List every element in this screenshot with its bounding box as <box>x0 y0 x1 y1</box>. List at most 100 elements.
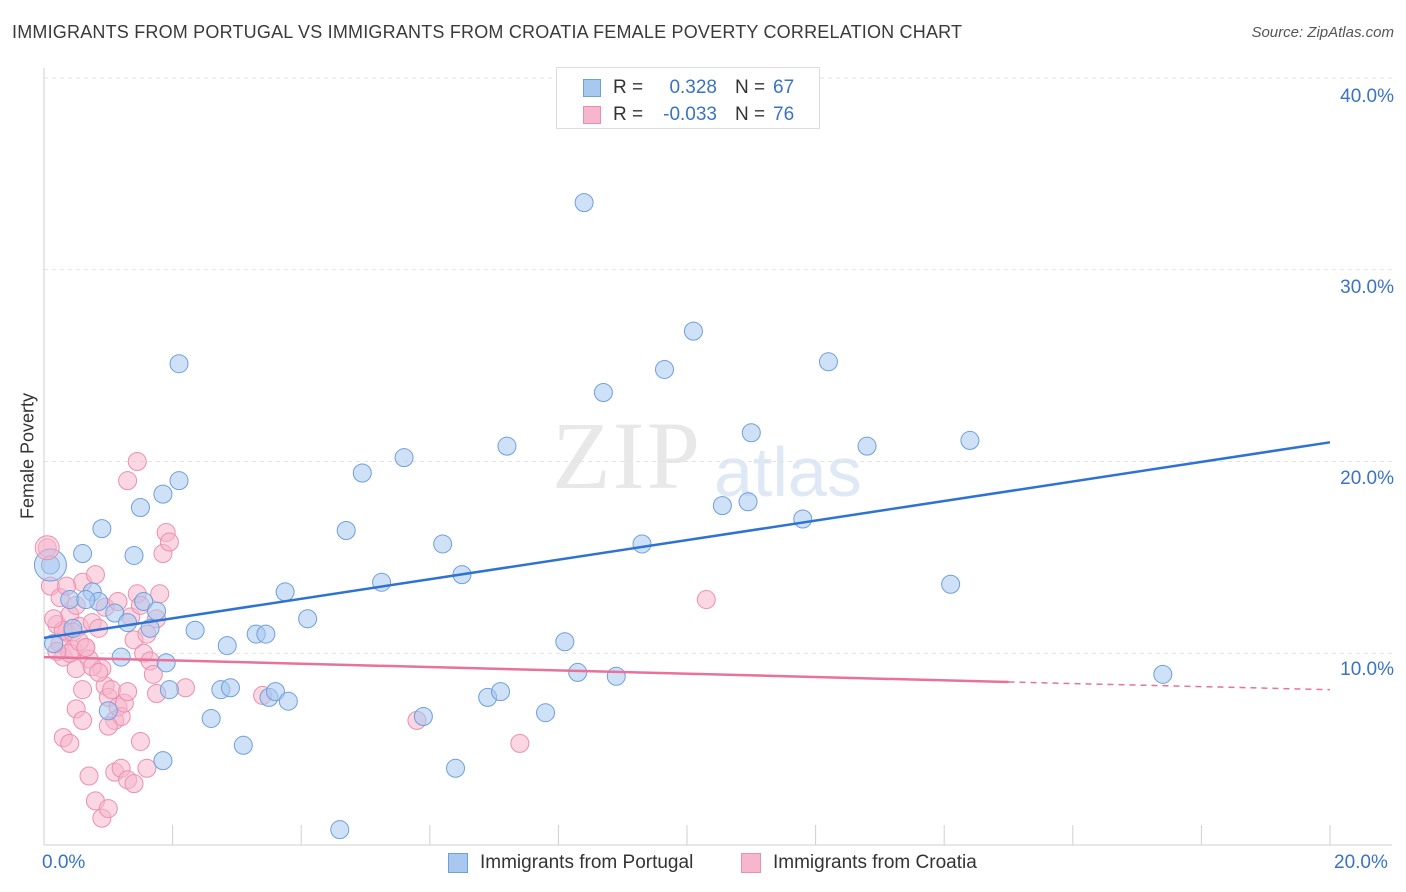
portugal-point <box>497 436 517 456</box>
portugal-point <box>76 590 96 610</box>
croatia-point <box>127 452 147 471</box>
portugal-point <box>793 509 813 529</box>
croatia-point <box>73 680 93 700</box>
legend-n-label: N = <box>735 104 766 125</box>
portugal-point <box>124 545 144 565</box>
y-tick-label-10: 10.0% <box>1340 659 1394 680</box>
portugal-legend-swatch <box>448 853 468 873</box>
portugal-point <box>275 582 295 602</box>
portugal-point <box>574 193 594 213</box>
portugal-point <box>105 603 125 623</box>
portugal-point <box>265 682 285 702</box>
y-axis-label: Female Poverty <box>17 392 38 520</box>
portugal-swatch <box>583 79 601 97</box>
portugal-point <box>683 321 703 341</box>
portugal-point <box>741 423 761 443</box>
portugal-trend-line <box>43 441 1331 640</box>
croatia-point <box>124 774 144 794</box>
croatia-point <box>150 584 170 604</box>
croatia-trend-line <box>43 655 1009 684</box>
croatia-point <box>76 637 96 657</box>
portugal-point <box>134 591 154 611</box>
portugal-point <box>169 354 189 374</box>
portugal-point <box>941 574 961 594</box>
portugal-point <box>153 751 173 771</box>
portugal-point <box>593 382 613 402</box>
portugal-point <box>118 613 138 633</box>
portugal-point <box>336 521 356 541</box>
croatia-point <box>159 532 179 552</box>
portugal-point <box>98 701 118 721</box>
croatia-point <box>79 766 99 786</box>
croatia-trend-line-dashed <box>1008 681 1331 691</box>
croatia-point <box>175 678 195 698</box>
croatia-point <box>89 662 109 682</box>
portugal-point <box>413 707 433 727</box>
portugal-point <box>92 519 112 539</box>
croatia-point <box>118 471 138 491</box>
portugal-point <box>147 601 167 621</box>
portugal-point <box>568 662 588 682</box>
croatia-point <box>696 590 716 610</box>
portugal-point <box>44 634 64 654</box>
portugal-point <box>278 691 298 711</box>
croatia-point <box>44 609 64 629</box>
croatia-point <box>118 682 138 702</box>
portugal-point <box>818 352 838 372</box>
portugal-point <box>201 708 221 728</box>
correlation-legend: R = 0.328 N = 67 R = -0.033 N = 76 <box>556 67 820 129</box>
portugal-point <box>632 534 652 554</box>
portugal-point <box>1153 664 1173 684</box>
legend-n-value: 76 <box>773 104 795 125</box>
x-tick-label-max: 20.0% <box>1334 852 1388 873</box>
portugal-legend-label: Immigrants from Portugal <box>480 852 694 873</box>
portugal-point <box>169 471 189 491</box>
croatia-point <box>60 733 80 753</box>
croatia-point <box>143 664 163 684</box>
source-label: Source: ZipAtlas.com <box>1251 24 1394 41</box>
portugal-point <box>857 436 877 456</box>
portugal-point <box>555 632 575 652</box>
y-tick-label-30: 30.0% <box>1340 277 1394 298</box>
portugal-point <box>159 680 179 700</box>
legend-r-value: 0.328 <box>669 77 717 98</box>
croatia-point <box>34 535 60 561</box>
croatia-point <box>102 680 122 700</box>
y-tick-label-40: 40.0% <box>1340 86 1394 107</box>
portugal-point <box>185 620 205 640</box>
croatia-point <box>73 710 93 730</box>
croatia-point <box>85 565 105 585</box>
portugal-point <box>712 496 732 516</box>
portugal-point <box>606 666 626 686</box>
portugal-point <box>217 636 237 656</box>
portugal-point <box>394 448 414 468</box>
portugal-point <box>130 498 150 518</box>
portugal-point <box>491 682 511 702</box>
x-tick-label-min: 0.0% <box>42 852 86 873</box>
legend-r-value: -0.033 <box>663 104 717 125</box>
portugal-point <box>536 703 556 723</box>
croatia-legend-label: Immigrants from Croatia <box>773 852 977 873</box>
legend-r-label: R = <box>613 104 644 125</box>
portugal-point <box>960 430 980 450</box>
croatia-legend-swatch <box>741 853 761 873</box>
portugal-point <box>298 609 318 629</box>
portugal-point <box>140 618 160 638</box>
portugal-point <box>156 653 176 673</box>
croatia-point <box>137 758 157 778</box>
portugal-point <box>352 463 372 483</box>
legend-n-value: 67 <box>773 77 795 98</box>
portugal-point <box>654 359 674 379</box>
portugal-point <box>111 647 131 667</box>
croatia-point <box>510 733 530 753</box>
portugal-point <box>446 758 466 778</box>
portugal-point <box>153 484 173 504</box>
portugal-point <box>330 820 350 840</box>
watermark-zip: ZIP <box>552 402 702 509</box>
portugal-point <box>433 534 453 554</box>
watermark-atlas: atlas <box>714 433 862 511</box>
legend-n-label: N = <box>735 77 766 98</box>
portugal-point <box>738 492 758 512</box>
croatia-point <box>130 731 150 751</box>
chart-title: IMMIGRANTS FROM PORTUGAL VS IMMIGRANTS F… <box>12 22 963 42</box>
